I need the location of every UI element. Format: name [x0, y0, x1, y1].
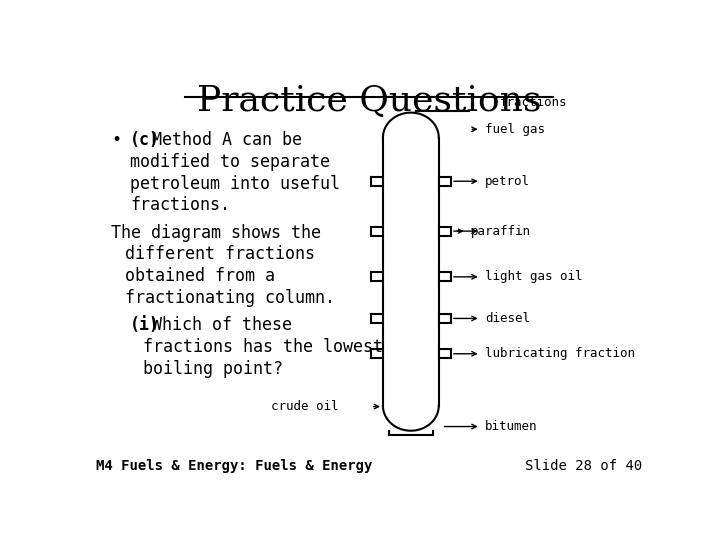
Text: crude oil: crude oil	[271, 400, 338, 413]
Text: light gas oil: light gas oil	[485, 271, 582, 284]
Text: M4 Fuels & Energy: Fuels & Energy: M4 Fuels & Energy: Fuels & Energy	[96, 459, 372, 473]
Text: bitumen: bitumen	[485, 420, 538, 433]
Text: Slide 28 of 40: Slide 28 of 40	[525, 459, 642, 473]
Text: (c): (c)	[130, 131, 160, 150]
Text: Which of these: Which of these	[153, 316, 292, 334]
Text: fractions.: fractions.	[130, 196, 230, 214]
Text: petroleum into useful: petroleum into useful	[130, 174, 340, 193]
Text: paraffin: paraffin	[471, 225, 531, 238]
Text: Practice Questions: Practice Questions	[197, 84, 541, 118]
Text: fractions has the lowest: fractions has the lowest	[143, 338, 383, 356]
Text: modified to separate: modified to separate	[130, 153, 330, 171]
Text: Method A can be: Method A can be	[153, 131, 302, 150]
Text: different fractions: different fractions	[125, 245, 315, 264]
Text: diesel: diesel	[485, 312, 530, 325]
Text: fuel gas: fuel gas	[485, 123, 545, 136]
Text: •: •	[111, 131, 121, 150]
Text: The diagram shows the: The diagram shows the	[111, 224, 321, 241]
Text: obtained from a: obtained from a	[125, 267, 274, 285]
Text: fractionating column.: fractionating column.	[125, 288, 335, 307]
Text: (i): (i)	[130, 316, 160, 334]
Text: lubricating fraction: lubricating fraction	[485, 347, 635, 360]
Text: boiling point?: boiling point?	[143, 360, 283, 377]
Text: petrol: petrol	[485, 175, 530, 188]
Text: fractions: fractions	[500, 96, 567, 109]
